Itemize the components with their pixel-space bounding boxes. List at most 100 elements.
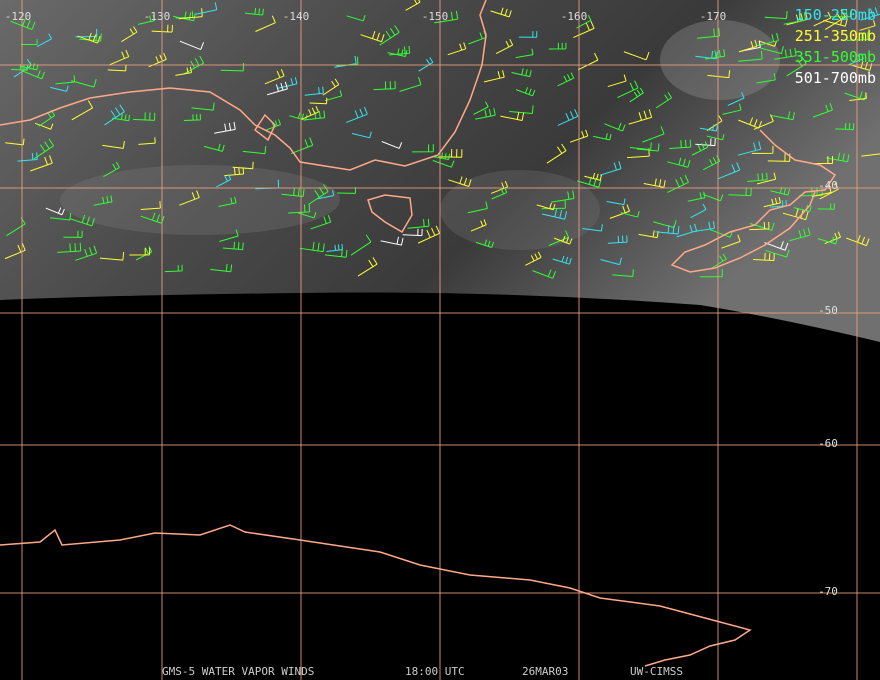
wind-barb (387, 48, 408, 58)
wind-barb (357, 257, 378, 277)
wind-barb (470, 219, 487, 232)
wind-barb (71, 78, 97, 88)
wind-barb (738, 50, 763, 62)
wind-barb (518, 31, 538, 38)
wind-barb (210, 264, 233, 273)
wind-barb (835, 122, 855, 131)
wind-barb (218, 196, 237, 207)
wind-barb (553, 235, 573, 245)
wind-barb (826, 152, 850, 163)
wind-barb (500, 111, 525, 122)
wind-barb (783, 12, 807, 25)
wind-barb (304, 86, 324, 96)
wind-barb (373, 81, 396, 91)
wind-barb (756, 32, 779, 47)
wind-barb (5, 138, 25, 146)
wind-barb (623, 51, 650, 61)
wind-barb (140, 212, 165, 224)
wind-barb (738, 39, 758, 53)
wind-barb (765, 249, 790, 258)
wind-barb (183, 113, 201, 122)
wind-barb (244, 7, 264, 16)
wind-barb (407, 218, 430, 229)
wind-barb (304, 110, 326, 121)
wind-barb (691, 141, 709, 156)
wind-barb (434, 10, 459, 24)
wind-barb (532, 269, 556, 279)
wind-barb (756, 73, 776, 84)
wind-barb (129, 247, 151, 256)
wind-barb (717, 162, 741, 180)
wind-barb (699, 124, 718, 132)
wind-barb (381, 141, 403, 149)
wind-barb (721, 234, 741, 249)
wind-barb (232, 161, 254, 170)
wind-barb (214, 121, 236, 134)
wind-barb (642, 126, 665, 143)
wind-barb (753, 114, 774, 130)
footer-text: GMS-5 WATER VAPOR WINDS (162, 665, 314, 678)
wind-barb (182, 55, 205, 75)
wind-barb (669, 139, 692, 150)
wind-barb (324, 249, 348, 258)
wind-barb (277, 77, 298, 89)
wind-barb (107, 64, 127, 72)
wind-barb (813, 11, 832, 27)
new-zealand-coast (670, 129, 837, 273)
footer: GMS-5 WATER VAPOR WINDS 18:00 UTC 26MAR0… (162, 665, 683, 678)
wind-barb (281, 187, 305, 198)
wind-barb (695, 138, 716, 147)
wind-barb (22, 70, 45, 80)
wind-barb (687, 191, 706, 202)
wind-barb (694, 221, 715, 233)
wind-barb (467, 201, 488, 214)
wind-barb (75, 245, 98, 261)
wind-barb (607, 235, 628, 244)
wind-barb (219, 229, 239, 243)
wind-barb (164, 264, 183, 273)
wind-barb (667, 157, 691, 168)
longitude-labels: -120 -130 -140 -150 -160 -170 (5, 10, 727, 23)
wind-barb (849, 60, 873, 71)
wind-barb (606, 198, 626, 206)
wind-barb (727, 92, 745, 106)
wind-barb (346, 14, 366, 22)
wind-barb (620, 211, 640, 218)
antarctica-coast (0, 524, 752, 667)
wind-barb (138, 14, 155, 25)
wind-barb (710, 253, 727, 270)
wind-barb (749, 221, 770, 231)
legend-entry: 150-250mb (795, 6, 876, 24)
wind-barb (728, 187, 752, 197)
wind-barb (552, 255, 572, 265)
wind-barb (860, 5, 880, 21)
wind-barb (541, 208, 568, 220)
wind-barb (267, 81, 288, 96)
wind-barb (771, 111, 795, 121)
wind-barb (301, 106, 319, 120)
wind-barb (584, 172, 603, 181)
longitude-label: -160 (561, 10, 588, 23)
wind-barb (179, 190, 200, 206)
footer-text: 18:00 UTC (405, 665, 465, 678)
wind-barb (515, 48, 534, 59)
wind-barb (57, 242, 82, 253)
wind-barb (629, 87, 644, 103)
wind-barb (823, 17, 848, 27)
wind-barb (495, 38, 514, 55)
wind-barb (848, 53, 864, 66)
wind-barb (774, 47, 797, 60)
wind-barb (609, 204, 630, 219)
wind-barb (704, 49, 726, 60)
wind-barb (191, 102, 215, 111)
wind-barb (175, 66, 192, 76)
wind-barb (817, 236, 839, 245)
wind-barb (412, 144, 434, 153)
wind-barb (706, 134, 725, 141)
wind-barb (617, 80, 639, 99)
wind-barb (224, 167, 245, 177)
wind-barb (216, 174, 232, 188)
wind-barb (599, 161, 622, 176)
